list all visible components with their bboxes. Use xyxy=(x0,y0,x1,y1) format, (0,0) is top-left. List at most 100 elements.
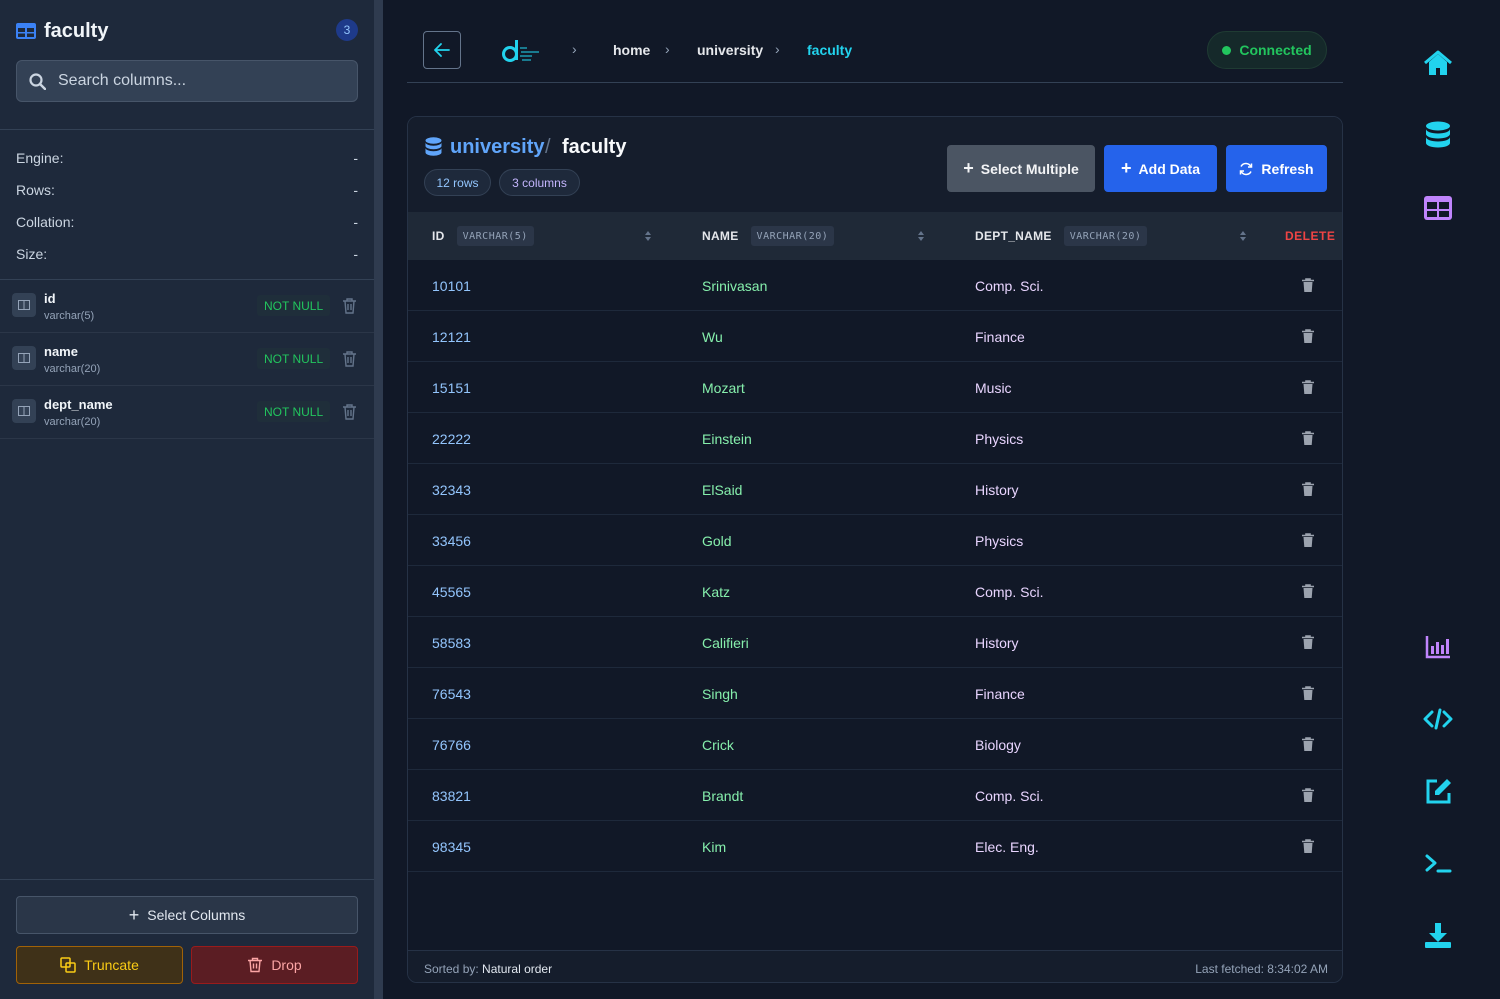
cell-dept-name[interactable]: Physics xyxy=(975,430,1024,447)
delete-row-button[interactable] xyxy=(1301,719,1315,770)
delete-row-button[interactable] xyxy=(1301,464,1315,515)
cell-dept-name[interactable]: History xyxy=(975,634,1019,651)
column-search[interactable] xyxy=(16,60,358,102)
cell-dept-name[interactable]: Finance xyxy=(975,685,1025,702)
cell-id[interactable]: 58583 xyxy=(432,634,471,651)
column-header-dept-name[interactable]: DEPT_NAME VARCHAR(20) xyxy=(975,212,1148,260)
table-row[interactable]: 12121 Wu Finance xyxy=(408,311,1342,362)
column-item-dept-name[interactable]: dept_name varchar(20) NOT NULL xyxy=(0,386,374,439)
cell-dept-name[interactable]: Comp. Sci. xyxy=(975,583,1044,600)
cell-dept-name[interactable]: Comp. Sci. xyxy=(975,277,1044,294)
chart-icon[interactable] xyxy=(1423,631,1453,661)
cell-id[interactable]: 33456 xyxy=(432,532,471,549)
cell-name[interactable]: Singh xyxy=(702,685,738,702)
cell-id[interactable]: 98345 xyxy=(432,838,471,855)
trash-icon[interactable] xyxy=(342,297,357,314)
add-data-button[interactable]: + Add Data xyxy=(1104,145,1217,192)
home-icon[interactable] xyxy=(1423,49,1453,79)
divider xyxy=(0,129,374,130)
delete-row-button[interactable] xyxy=(1301,821,1315,872)
delete-row-button[interactable] xyxy=(1301,515,1315,566)
cell-name[interactable]: Brandt xyxy=(702,787,744,804)
refresh-button[interactable]: Refresh xyxy=(1226,145,1327,192)
cell-dept-name[interactable]: Finance xyxy=(975,328,1025,345)
cell-name[interactable]: Kim xyxy=(702,838,727,855)
breadcrumb-database[interactable]: university xyxy=(697,42,764,58)
cell-dept-name[interactable]: History xyxy=(975,481,1019,498)
terminal-icon[interactable] xyxy=(1423,849,1453,879)
table-row[interactable]: 15151 Mozart Music xyxy=(408,362,1342,413)
cell-id[interactable]: 83821 xyxy=(432,787,471,804)
table-row[interactable]: 10101 Srinivasan Comp. Sci. xyxy=(408,260,1342,311)
meta-collation: Collation: - xyxy=(16,214,358,230)
delete-row-button[interactable] xyxy=(1301,413,1315,464)
table-row[interactable]: 98345 Kim Elec. Eng. xyxy=(408,821,1342,872)
cell-id[interactable]: 45565 xyxy=(432,583,471,600)
database-name[interactable]: university xyxy=(450,136,545,158)
table-icon[interactable] xyxy=(1423,193,1453,223)
select-multiple-button[interactable]: + Select Multiple xyxy=(947,145,1095,192)
cell-id[interactable]: 10101 xyxy=(432,277,471,294)
sidebar-header: faculty 3 xyxy=(16,18,358,44)
breadcrumb-table[interactable]: faculty xyxy=(807,42,853,58)
back-button[interactable] xyxy=(423,31,461,69)
cell-dept-name[interactable]: Music xyxy=(975,379,1012,396)
database-icon[interactable] xyxy=(1423,121,1453,151)
delete-row-button[interactable] xyxy=(1301,362,1315,413)
table-row[interactable]: 45565 Katz Comp. Sci. xyxy=(408,566,1342,617)
cell-dept-name[interactable]: Biology xyxy=(975,736,1021,753)
sidebar-resize-handle[interactable] xyxy=(374,0,383,999)
cell-name[interactable]: Crick xyxy=(702,736,734,753)
download-icon[interactable] xyxy=(1423,921,1453,951)
cell-id[interactable]: 15151 xyxy=(432,379,471,396)
divider xyxy=(0,279,374,280)
cell-name[interactable]: Srinivasan xyxy=(702,277,768,294)
delete-row-button[interactable] xyxy=(1301,770,1315,821)
search-input[interactable] xyxy=(58,72,338,90)
delete-row-button[interactable] xyxy=(1301,566,1315,617)
drop-button[interactable]: Drop xyxy=(191,946,358,984)
delete-row-button[interactable] xyxy=(1301,260,1315,311)
table-row[interactable]: 83821 Brandt Comp. Sci. xyxy=(408,770,1342,821)
column-item-name[interactable]: name varchar(20) NOT NULL xyxy=(0,333,374,386)
cell-name[interactable]: Gold xyxy=(702,532,732,549)
trash-icon[interactable] xyxy=(342,403,357,420)
cell-name[interactable]: Mozart xyxy=(702,379,745,396)
truncate-button[interactable]: Truncate xyxy=(16,946,183,984)
delete-row-button[interactable] xyxy=(1301,617,1315,668)
table-row[interactable]: 58583 Califieri History xyxy=(408,617,1342,668)
cell-name[interactable]: Katz xyxy=(702,583,731,600)
table-row[interactable]: 76766 Crick Biology xyxy=(408,719,1342,770)
cell-dept-name[interactable]: Elec. Eng. xyxy=(975,838,1039,855)
column-header-id[interactable]: ID VARCHAR(5) xyxy=(432,212,534,260)
select-columns-button[interactable]: + Select Columns xyxy=(16,896,358,934)
cell-name[interactable]: ElSaid xyxy=(702,481,743,498)
delete-row-button[interactable] xyxy=(1301,311,1315,362)
cell-id[interactable]: 12121 xyxy=(432,328,471,345)
cell-id[interactable]: 76766 xyxy=(432,736,471,753)
cell-id[interactable]: 22222 xyxy=(432,430,471,447)
cell-id[interactable]: 76543 xyxy=(432,685,471,702)
table-row[interactable]: 22222 Einstein Physics xyxy=(408,413,1342,464)
table-card: university / faculty 12 rows 3 columns +… xyxy=(407,116,1343,983)
column-header-name[interactable]: NAME VARCHAR(20) xyxy=(702,212,835,260)
cell-name[interactable]: Einstein xyxy=(702,430,752,447)
table-row[interactable]: 76543 Singh Finance xyxy=(408,668,1342,719)
table-row[interactable]: 33456 Gold Physics xyxy=(408,515,1342,566)
cell-dept-name[interactable]: Comp. Sci. xyxy=(975,787,1044,804)
cell-id[interactable]: 32343 xyxy=(432,481,471,498)
cell-dept-name[interactable]: Physics xyxy=(975,532,1024,549)
sort-icon[interactable] xyxy=(1239,230,1247,242)
sort-icon[interactable] xyxy=(917,230,925,242)
trash-icon[interactable] xyxy=(342,350,357,367)
table-row[interactable]: 32343 ElSaid History xyxy=(408,464,1342,515)
cell-name[interactable]: Wu xyxy=(702,328,723,345)
code-icon[interactable] xyxy=(1423,704,1453,734)
breadcrumb-home[interactable]: home xyxy=(613,42,651,58)
delete-row-button[interactable] xyxy=(1301,668,1315,719)
cell-name[interactable]: Califieri xyxy=(702,634,749,651)
sort-icon[interactable] xyxy=(644,230,652,242)
meta-label: Rows: xyxy=(16,182,55,198)
column-item-id[interactable]: id varchar(5) NOT NULL xyxy=(0,280,374,333)
edit-icon[interactable] xyxy=(1423,776,1453,806)
